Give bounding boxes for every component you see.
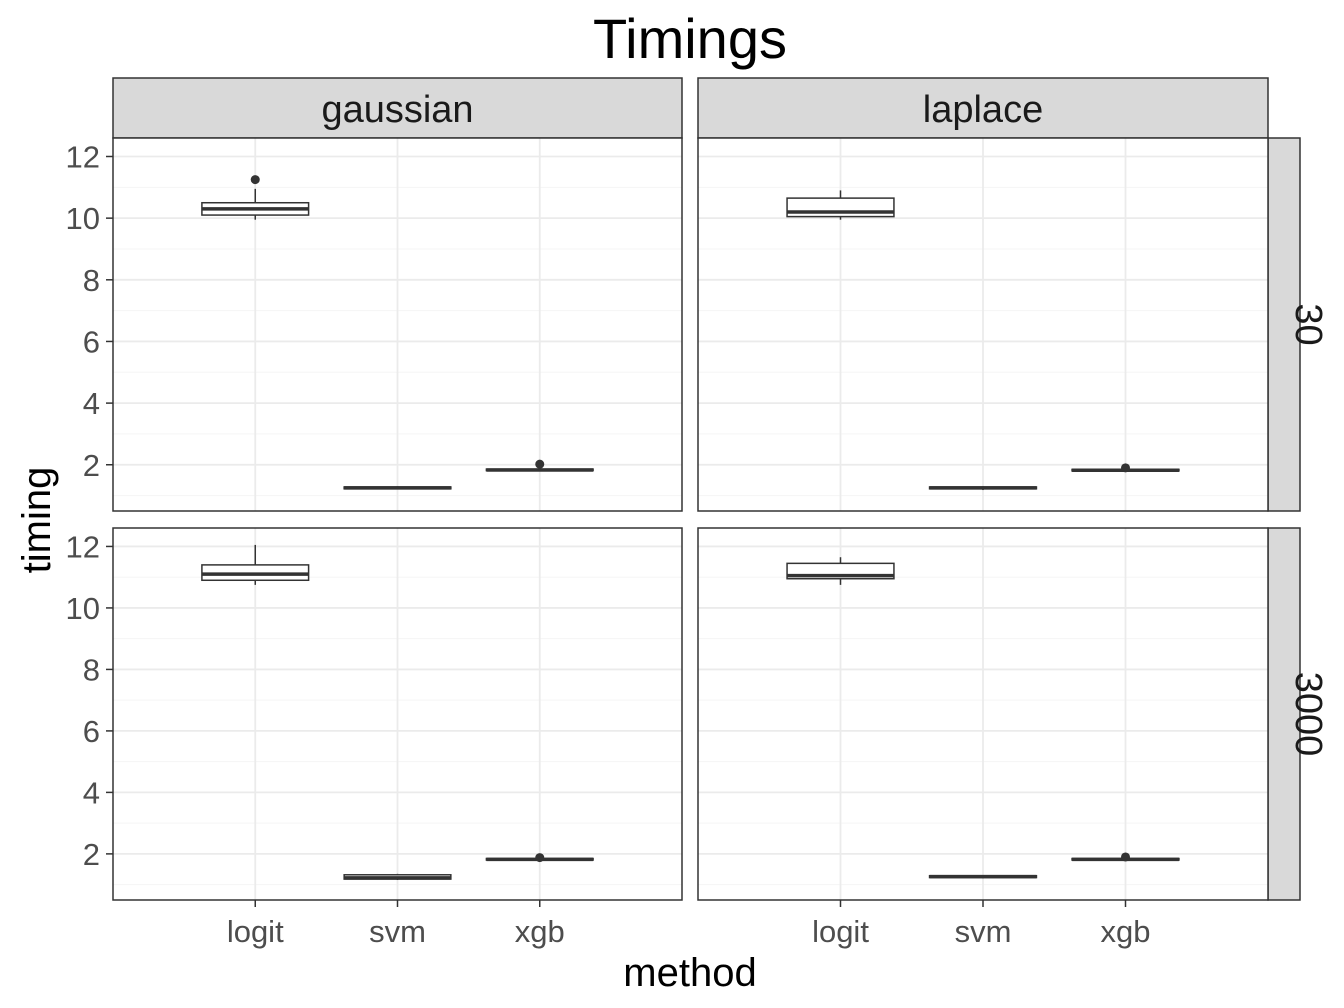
panel-border xyxy=(697,137,1269,512)
x-tick-label: svm xyxy=(369,914,426,949)
x-tick-label: svm xyxy=(955,914,1012,949)
panel-laplace-30 xyxy=(697,137,1269,512)
outlier-point xyxy=(535,459,545,469)
y-tick-label: 6 xyxy=(83,714,100,749)
facet-strip-label-30: 30 xyxy=(1287,303,1329,345)
x-axis-title: method xyxy=(623,951,756,995)
y-tick-label: 4 xyxy=(83,775,100,810)
boxplot-logit xyxy=(786,557,895,585)
outlier-point xyxy=(535,853,545,863)
x-tick-label: logit xyxy=(227,914,284,949)
panel-gaussian-30: 2 4 6 8 10 12 xyxy=(66,137,683,512)
boxplot-xgb xyxy=(485,459,594,472)
x-tick-label: logit xyxy=(812,914,869,949)
boxplot-xgb xyxy=(1071,852,1180,862)
y-tick-label: 8 xyxy=(83,652,100,687)
panel-gaussian-3000: 2 4 6 8 10 12 logit svm xgb xyxy=(66,527,683,949)
x-tick-label: xgb xyxy=(1101,914,1151,949)
boxplot-logit xyxy=(201,175,310,220)
y-tick-label: 4 xyxy=(83,386,100,421)
x-tick-label: xgb xyxy=(515,914,565,949)
boxplot-svm xyxy=(928,486,1038,491)
facet-strip-label-3000: 3000 xyxy=(1287,672,1329,757)
box-body xyxy=(786,197,895,218)
y-tick-label: 10 xyxy=(66,591,100,626)
facet-strip-gaussian xyxy=(112,77,683,139)
plot-layer: gaussian laplace 30 3000 2 4 6 8 10 12 2 4 6 8 10 12 log… xyxy=(66,77,1329,949)
y-tick-label: 10 xyxy=(66,201,100,236)
boxplot-xgb xyxy=(485,853,594,863)
y-tick-label: 2 xyxy=(83,837,100,872)
boxplot-xgb xyxy=(1071,463,1180,473)
y-tick-label: 2 xyxy=(83,448,100,483)
facet-strip-3000 xyxy=(1267,527,1301,901)
y-axis-title: timing xyxy=(15,467,59,574)
boxplot-svm xyxy=(343,873,452,881)
facet-strip-laplace xyxy=(697,77,1269,139)
outlier-point xyxy=(1121,852,1130,862)
panel-border xyxy=(112,137,683,512)
panel-laplace-3000: logit svm xgb xyxy=(697,527,1269,949)
facet-strip-label-laplace: laplace xyxy=(923,89,1043,131)
outlier-point xyxy=(250,175,260,185)
facet-strip-label-gaussian: gaussian xyxy=(321,89,473,131)
facet-strip-30 xyxy=(1267,137,1301,512)
boxplot-svm xyxy=(928,874,1038,879)
y-tick-label: 8 xyxy=(83,263,100,298)
boxplot-logit xyxy=(201,544,310,585)
y-tick-label: 6 xyxy=(83,324,100,359)
boxplot-svm xyxy=(343,486,452,490)
y-tick-label: 12 xyxy=(66,529,100,564)
y-tick-label: 12 xyxy=(66,139,100,174)
boxplot-logit xyxy=(786,190,895,220)
outlier-point xyxy=(1121,463,1130,473)
chart-title: Timings xyxy=(593,7,787,70)
